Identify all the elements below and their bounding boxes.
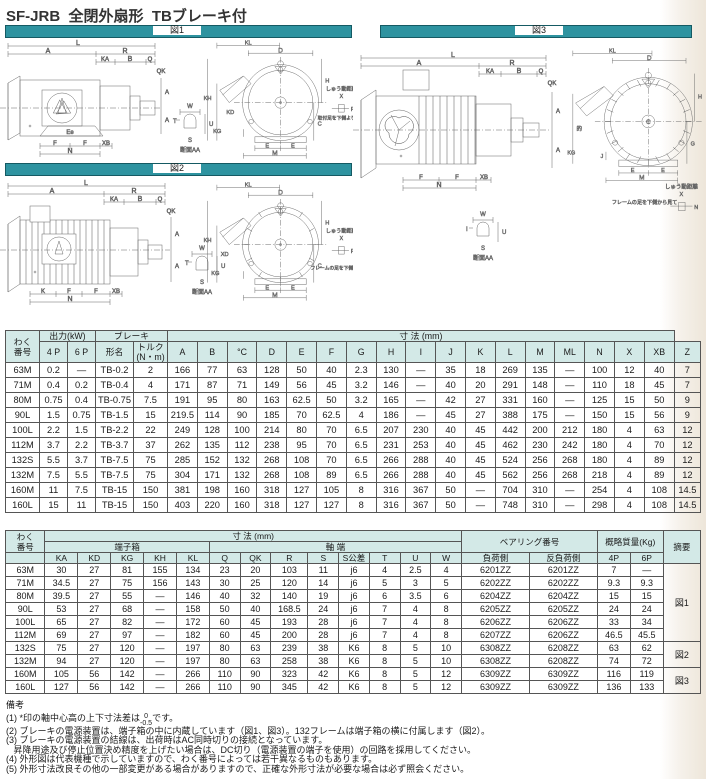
svg-text:T: T (173, 119, 177, 125)
svg-text:M: M (272, 292, 278, 299)
svg-text:T: T (185, 261, 189, 267)
svg-text:W: W (199, 246, 205, 252)
svg-text:XD: XD (221, 252, 229, 258)
svg-text:D: D (278, 189, 283, 196)
svg-text:X: X (340, 236, 344, 242)
svg-text:U: U (502, 230, 506, 236)
svg-text:B: B (128, 56, 133, 63)
svg-text:KG: KG (211, 271, 219, 277)
svg-text:D: D (647, 55, 652, 62)
svg-text:B: B (138, 196, 143, 203)
svg-text:H: H (698, 94, 702, 100)
svg-text:A: A (175, 264, 179, 270)
svg-text:U: U (209, 122, 213, 128)
svg-text:E: E (265, 285, 269, 291)
svg-text:XB: XB (480, 175, 488, 181)
svg-text:QK: QK (157, 69, 166, 75)
svg-text:KL: KL (609, 48, 616, 54)
svg-text:A: A (417, 60, 422, 67)
svg-text:L: L (84, 180, 88, 187)
svg-text:N: N (436, 182, 441, 189)
svg-text:R: R (509, 60, 514, 67)
svg-text:断面AA: 断面AA (473, 254, 493, 262)
svg-text:C: C (318, 121, 322, 127)
svg-text:E: E (291, 143, 295, 149)
svg-text:F: F (455, 175, 459, 181)
svg-text:N: N (67, 296, 72, 303)
svg-text:XB: XB (102, 141, 110, 147)
svg-text:KA: KA (486, 69, 494, 75)
svg-text:E: E (291, 285, 295, 291)
svg-text:A: A (46, 48, 51, 55)
svg-text:E: E (631, 168, 635, 174)
svg-text:XB: XB (112, 289, 120, 295)
svg-text:QK: QK (167, 209, 176, 215)
svg-text:L: L (76, 40, 80, 47)
svg-text:E: E (661, 168, 665, 174)
svg-text:断面AA: 断面AA (180, 146, 200, 154)
svg-text:B: B (517, 68, 522, 75)
svg-text:A: A (556, 148, 560, 154)
svg-text:KD: KD (226, 110, 234, 116)
svg-text:しゅう動距離: しゅう動距離 (665, 183, 699, 191)
svg-text:KH: KH (204, 96, 212, 102)
svg-text:KA: KA (110, 197, 118, 203)
svg-text:D: D (278, 47, 283, 54)
svg-text:U: U (221, 264, 225, 270)
svg-text:J: J (600, 154, 603, 160)
svg-text:Ee: Ee (66, 130, 74, 136)
svg-text:A: A (165, 90, 169, 96)
svg-text:N: N (67, 148, 72, 155)
svg-text:F: F (67, 289, 71, 295)
svg-text:Q: Q (539, 69, 544, 75)
svg-text:H: H (325, 221, 329, 227)
svg-text:W: W (187, 104, 193, 110)
svg-text:S: S (188, 138, 192, 144)
svg-text:断面AA: 断面AA (192, 288, 212, 296)
svg-text:X: X (680, 192, 684, 198)
svg-text:S: S (200, 280, 204, 286)
svg-text:QK: QK (548, 81, 557, 87)
svg-text:F: F (53, 141, 57, 147)
svg-text:A: A (175, 232, 179, 238)
svg-text:Q: Q (148, 57, 153, 63)
svg-text:G: G (691, 141, 695, 147)
svg-text:M: M (639, 174, 644, 181)
svg-text:S: S (481, 246, 485, 252)
svg-text:KL: KL (245, 41, 252, 47)
svg-text:F: F (419, 175, 423, 181)
svg-text:A: A (165, 118, 169, 124)
svg-text:W: W (480, 212, 486, 218)
svg-text:F: F (83, 141, 87, 147)
svg-text:的: 的 (577, 125, 583, 133)
svg-text:KL: KL (245, 183, 252, 189)
svg-text:KA: KA (101, 57, 109, 63)
svg-text:KH: KH (204, 238, 212, 244)
svg-text:N: N (694, 205, 698, 211)
svg-text:K: K (41, 289, 45, 295)
svg-text:H: H (325, 79, 329, 85)
svg-text:A: A (50, 188, 55, 195)
svg-text:X: X (340, 94, 344, 100)
svg-text:A: A (556, 109, 560, 115)
svg-text:L: L (451, 52, 455, 59)
svg-text:取付足を下側より見て: 取付足を下側より見て (318, 115, 353, 122)
svg-text:Q: Q (158, 197, 163, 203)
svg-text:F: F (94, 289, 98, 295)
svg-text:I: I (466, 227, 468, 233)
svg-text:しゅう動距離: しゅう動距離 (326, 226, 353, 234)
svg-text:KG: KG (567, 151, 575, 157)
svg-text:R: R (122, 48, 127, 55)
svg-text:M: M (272, 150, 278, 157)
svg-text:しゅう動距離: しゅう動距離 (326, 84, 353, 92)
svg-text:KG: KG (213, 129, 221, 135)
svg-text:R: R (131, 188, 136, 195)
svg-text:E: E (265, 143, 269, 149)
svg-text:フレームの足を下側から見て: フレームの足を下側から見て (612, 199, 677, 206)
